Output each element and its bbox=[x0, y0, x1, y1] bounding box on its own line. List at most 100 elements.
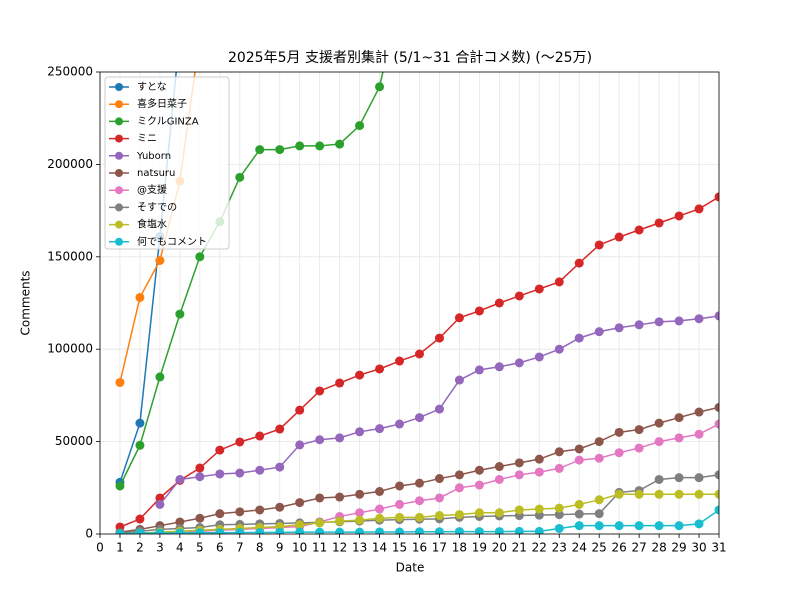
legend-label: ミニ bbox=[137, 134, 157, 145]
data-point bbox=[474, 527, 484, 534]
data-point bbox=[594, 521, 604, 531]
legend-label: @支援 bbox=[137, 183, 167, 196]
data-point bbox=[674, 413, 684, 423]
data-point bbox=[315, 435, 325, 445]
data-point bbox=[654, 521, 664, 531]
data-point bbox=[375, 504, 385, 514]
data-point bbox=[574, 499, 584, 509]
data-point bbox=[494, 298, 504, 308]
data-point bbox=[494, 508, 504, 518]
data-point bbox=[375, 486, 385, 496]
data-point bbox=[454, 313, 464, 323]
data-point bbox=[534, 504, 544, 514]
data-point bbox=[434, 474, 444, 484]
data-point bbox=[195, 252, 205, 262]
data-point bbox=[155, 255, 165, 265]
data-point bbox=[375, 527, 385, 534]
data-point bbox=[275, 145, 285, 155]
data-point bbox=[714, 489, 719, 499]
x-tick-label: 13 bbox=[352, 541, 367, 555]
data-point bbox=[155, 372, 165, 382]
data-point bbox=[594, 240, 604, 250]
data-point bbox=[215, 528, 225, 534]
data-point bbox=[654, 474, 664, 484]
data-point bbox=[375, 424, 385, 434]
data-point bbox=[355, 121, 365, 131]
data-point bbox=[694, 407, 704, 417]
legend-label: Yuborn bbox=[136, 151, 171, 162]
data-point bbox=[175, 31, 184, 40]
x-tick-label: 6 bbox=[216, 541, 224, 555]
data-point bbox=[414, 527, 424, 534]
x-tick-label: 5 bbox=[196, 541, 204, 555]
data-point bbox=[135, 292, 145, 302]
legend-marker bbox=[115, 169, 123, 177]
data-point bbox=[594, 509, 604, 519]
data-point bbox=[514, 291, 524, 301]
legend-label: natsuru bbox=[137, 168, 175, 179]
legend-box bbox=[104, 76, 230, 250]
x-tick-label: 24 bbox=[572, 541, 587, 555]
data-point bbox=[694, 519, 704, 529]
data-point bbox=[454, 510, 464, 520]
data-point bbox=[195, 513, 205, 523]
data-point bbox=[554, 277, 564, 287]
data-point bbox=[654, 317, 664, 327]
data-point bbox=[714, 192, 719, 202]
data-point bbox=[454, 375, 464, 385]
data-point bbox=[315, 386, 325, 396]
data-point bbox=[255, 465, 265, 475]
data-point bbox=[434, 511, 444, 521]
data-point bbox=[275, 502, 285, 512]
data-point bbox=[315, 141, 325, 151]
data-point bbox=[434, 527, 444, 534]
data-point bbox=[275, 462, 285, 472]
data-point bbox=[135, 440, 145, 450]
data-point bbox=[594, 453, 604, 463]
legend-label: そすでの bbox=[137, 201, 177, 213]
y-tick-label: 200000 bbox=[47, 157, 93, 171]
data-point bbox=[414, 496, 424, 506]
data-point bbox=[454, 483, 464, 493]
data-point bbox=[395, 512, 405, 522]
x-tick-label: 12 bbox=[332, 541, 347, 555]
x-tick-label: 2 bbox=[136, 541, 144, 555]
legend-marker bbox=[115, 151, 123, 160]
y-tick-label: 150000 bbox=[47, 249, 93, 263]
data-point bbox=[514, 470, 524, 480]
data-point bbox=[175, 474, 185, 484]
data-point bbox=[355, 515, 365, 525]
data-point bbox=[355, 508, 365, 518]
data-point bbox=[714, 470, 719, 480]
x-tick-label: 9 bbox=[276, 541, 284, 555]
data-point bbox=[335, 433, 345, 443]
data-point bbox=[375, 82, 385, 92]
data-point bbox=[474, 508, 484, 518]
x-tick-label: 8 bbox=[256, 541, 264, 555]
data-point bbox=[454, 470, 464, 480]
data-point bbox=[135, 528, 145, 534]
axes-frame bbox=[99, 71, 720, 535]
data-point bbox=[215, 445, 225, 455]
data-point bbox=[355, 370, 365, 380]
x-tick-label: 17 bbox=[432, 541, 447, 555]
data-point bbox=[654, 437, 664, 447]
data-point bbox=[275, 527, 285, 534]
data-point bbox=[315, 493, 325, 503]
data-point bbox=[534, 526, 544, 534]
data-point bbox=[714, 419, 719, 429]
data-point bbox=[614, 427, 624, 437]
data-point bbox=[434, 493, 444, 503]
data-point bbox=[135, 514, 145, 524]
data-point bbox=[335, 378, 345, 388]
x-tick-label: 25 bbox=[592, 541, 607, 555]
x-tick-label: 21 bbox=[512, 541, 527, 555]
data-point bbox=[554, 344, 564, 354]
x-tick-label: 22 bbox=[532, 541, 547, 555]
data-point bbox=[614, 489, 624, 499]
x-tick-label: 0 bbox=[96, 541, 104, 555]
x-axis-label: Date bbox=[396, 561, 425, 575]
data-point bbox=[494, 362, 504, 372]
data-point bbox=[395, 481, 405, 491]
